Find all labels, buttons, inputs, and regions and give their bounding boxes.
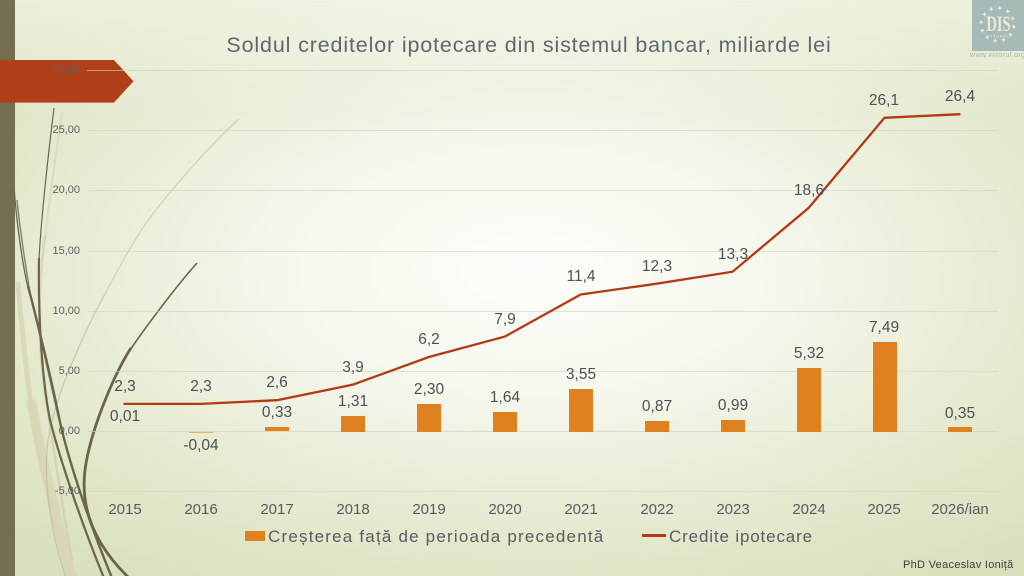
svg-text:VIITORUL: VIITORUL — [986, 34, 1010, 39]
svg-text:DIS: DIS — [986, 12, 1010, 37]
